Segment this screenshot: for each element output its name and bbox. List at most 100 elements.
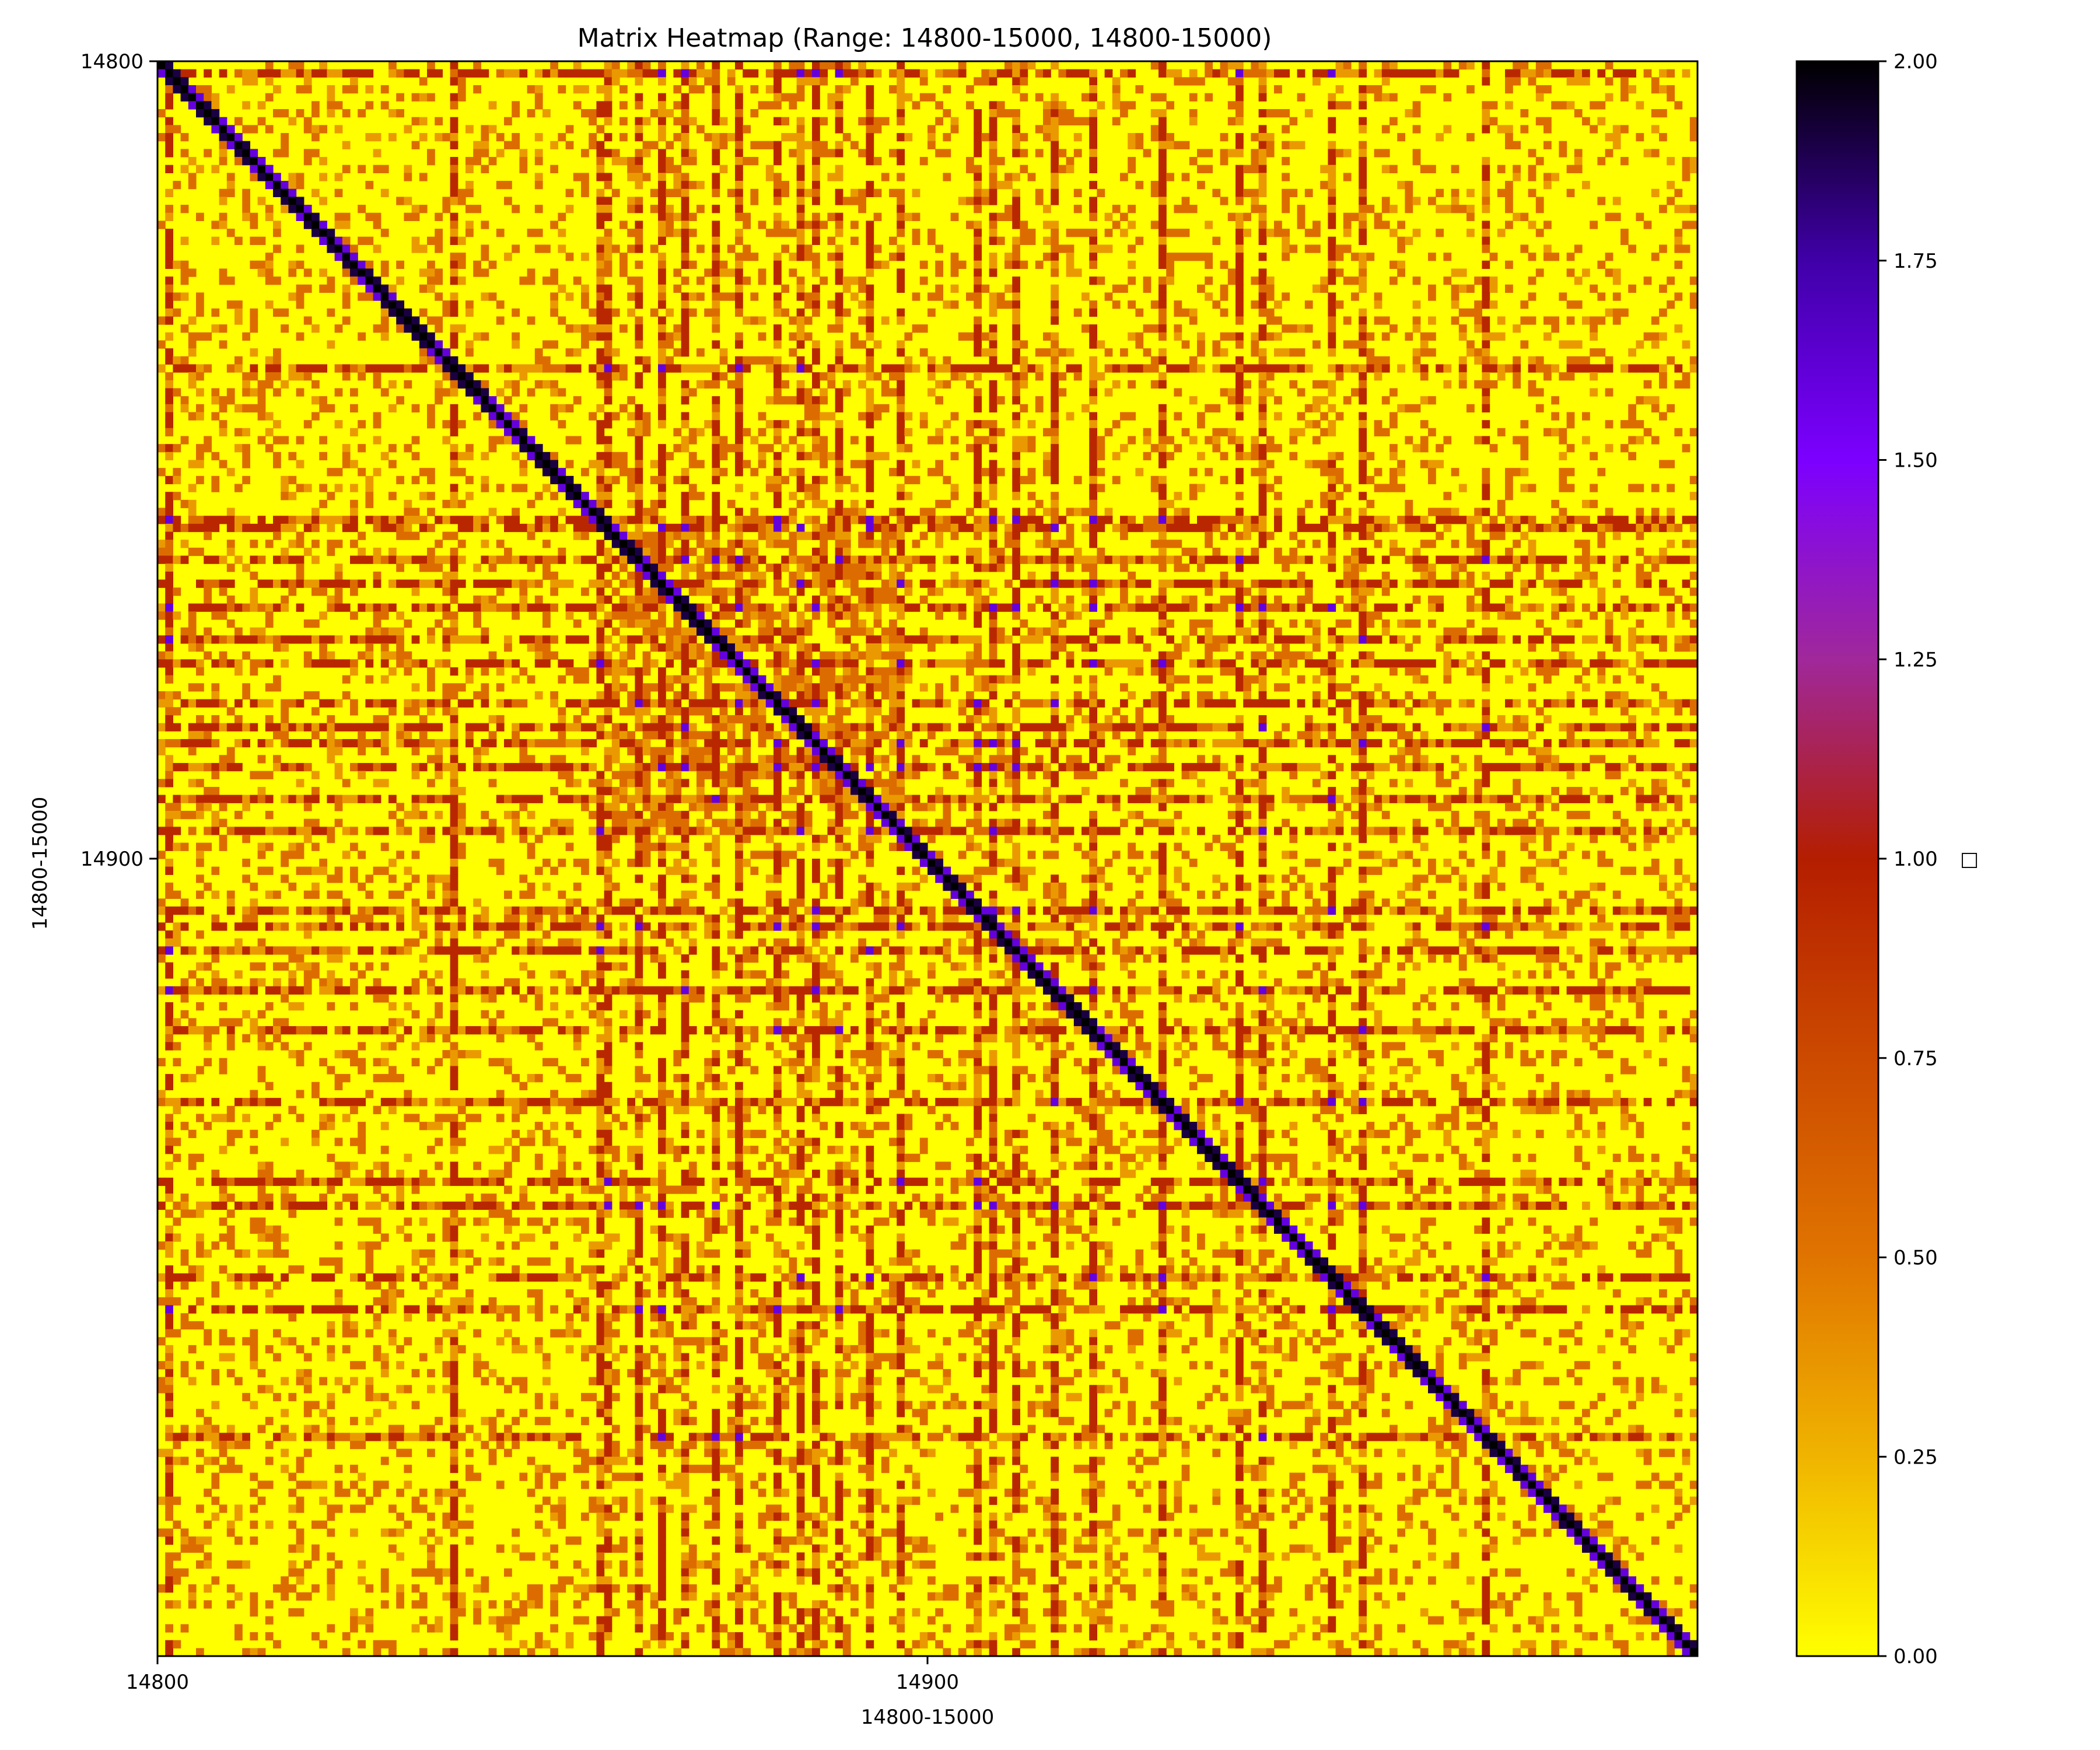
heatmap-cell bbox=[1058, 69, 1067, 78]
heatmap-cell bbox=[435, 324, 443, 333]
heatmap-cell bbox=[1659, 69, 1667, 78]
heatmap-cell bbox=[303, 125, 312, 134]
heatmap-cell bbox=[611, 412, 620, 421]
heatmap-cell bbox=[796, 220, 805, 229]
heatmap-cell bbox=[966, 444, 974, 453]
heatmap-cell bbox=[1497, 316, 1506, 325]
heatmap-cell bbox=[1297, 412, 1306, 421]
heatmap-cell bbox=[350, 499, 358, 509]
heatmap-cell bbox=[897, 348, 905, 357]
heatmap-cell bbox=[327, 308, 335, 317]
heatmap-cell bbox=[411, 364, 420, 373]
heatmap-cell bbox=[1528, 547, 1536, 556]
heatmap-cell bbox=[1689, 555, 1698, 564]
heatmap-cell bbox=[881, 316, 890, 325]
heatmap-cell bbox=[1282, 292, 1290, 301]
heatmap-cell bbox=[450, 292, 459, 301]
heatmap-cell bbox=[1051, 181, 1059, 190]
heatmap-cell bbox=[1189, 308, 1198, 317]
heatmap-cell bbox=[950, 531, 959, 540]
heatmap-cell bbox=[1027, 579, 1036, 588]
heatmap-cell bbox=[681, 436, 690, 444]
heatmap-cell bbox=[1089, 212, 1097, 221]
heatmap-cell bbox=[573, 364, 582, 373]
heatmap-cell bbox=[365, 268, 374, 277]
heatmap-cell bbox=[281, 484, 289, 492]
heatmap-cell bbox=[257, 157, 266, 166]
heatmap-cell bbox=[765, 540, 774, 548]
heatmap-cell bbox=[1513, 173, 1521, 181]
heatmap-cell bbox=[196, 444, 204, 453]
heatmap-cell bbox=[950, 284, 959, 293]
heatmap-cell bbox=[481, 380, 489, 389]
heatmap-cell bbox=[158, 316, 166, 325]
heatmap-cell bbox=[666, 212, 674, 221]
heatmap-cell bbox=[1544, 85, 1552, 94]
heatmap-cell bbox=[1451, 540, 1460, 548]
heatmap-cell bbox=[519, 149, 528, 158]
heatmap-cell bbox=[866, 452, 874, 461]
heatmap-cell bbox=[1458, 380, 1467, 389]
heatmap-cell bbox=[889, 523, 897, 533]
heatmap-cell bbox=[388, 444, 397, 453]
heatmap-cell bbox=[658, 388, 666, 397]
heatmap-cell bbox=[673, 444, 682, 453]
heatmap-cell bbox=[1544, 332, 1552, 341]
heatmap-cell bbox=[1082, 404, 1090, 413]
heatmap-cell bbox=[1027, 468, 1036, 477]
heatmap-cell bbox=[573, 396, 582, 405]
heatmap-cell bbox=[165, 404, 173, 413]
heatmap-cell bbox=[1559, 523, 1567, 533]
heatmap-cell bbox=[211, 164, 220, 173]
heatmap-cell bbox=[1359, 508, 1367, 516]
heatmap-cell bbox=[1027, 571, 1036, 580]
heatmap-cell bbox=[419, 284, 428, 293]
heatmap-cell bbox=[396, 308, 404, 317]
heatmap-cell bbox=[581, 253, 589, 261]
heatmap-cell bbox=[173, 308, 181, 317]
heatmap-cell bbox=[1227, 149, 1236, 158]
heatmap-cell bbox=[1189, 436, 1198, 444]
heatmap-cell bbox=[450, 324, 459, 333]
heatmap-cell bbox=[358, 268, 366, 277]
heatmap-cell bbox=[1466, 188, 1475, 197]
heatmap-cell bbox=[180, 133, 189, 142]
heatmap-cell bbox=[897, 508, 905, 516]
heatmap-cell bbox=[919, 508, 928, 516]
heatmap-cell bbox=[1528, 555, 1536, 564]
heatmap-cell bbox=[1005, 181, 1013, 190]
heatmap-cell bbox=[1174, 77, 1182, 86]
heatmap-cell bbox=[1390, 444, 1398, 453]
heatmap-cell bbox=[774, 101, 782, 110]
heatmap-cell bbox=[750, 603, 759, 612]
heatmap-cell bbox=[765, 523, 774, 533]
heatmap-cell bbox=[974, 188, 982, 197]
heatmap-cell bbox=[1089, 460, 1097, 468]
heatmap-cell bbox=[1359, 220, 1367, 229]
heatmap-cell bbox=[388, 308, 397, 317]
heatmap-cell bbox=[288, 540, 297, 548]
heatmap-cell bbox=[774, 428, 782, 437]
heatmap-cell bbox=[1258, 77, 1267, 86]
heatmap-cell bbox=[380, 164, 389, 173]
heatmap-cell bbox=[1297, 205, 1306, 214]
heatmap-cell bbox=[450, 444, 459, 453]
heatmap-cell bbox=[796, 420, 805, 429]
heatmap-cell bbox=[1220, 292, 1228, 301]
heatmap-cell bbox=[897, 284, 905, 293]
heatmap-cell bbox=[1505, 484, 1513, 492]
heatmap-cell bbox=[1574, 340, 1583, 349]
heatmap-cell bbox=[165, 77, 173, 86]
heatmap-cell bbox=[1282, 348, 1290, 357]
heatmap-cell bbox=[419, 308, 428, 317]
heatmap-cell bbox=[712, 220, 720, 229]
heatmap-cell bbox=[719, 372, 728, 381]
heatmap-cell bbox=[1227, 516, 1236, 524]
heatmap-cell bbox=[1312, 460, 1321, 468]
heatmap-cell bbox=[1412, 348, 1421, 357]
heatmap-cell bbox=[1443, 579, 1452, 588]
heatmap-cell bbox=[1659, 364, 1667, 373]
heatmap-cell bbox=[712, 101, 720, 110]
heatmap-cell bbox=[288, 197, 297, 205]
heatmap-cell bbox=[1381, 571, 1390, 580]
